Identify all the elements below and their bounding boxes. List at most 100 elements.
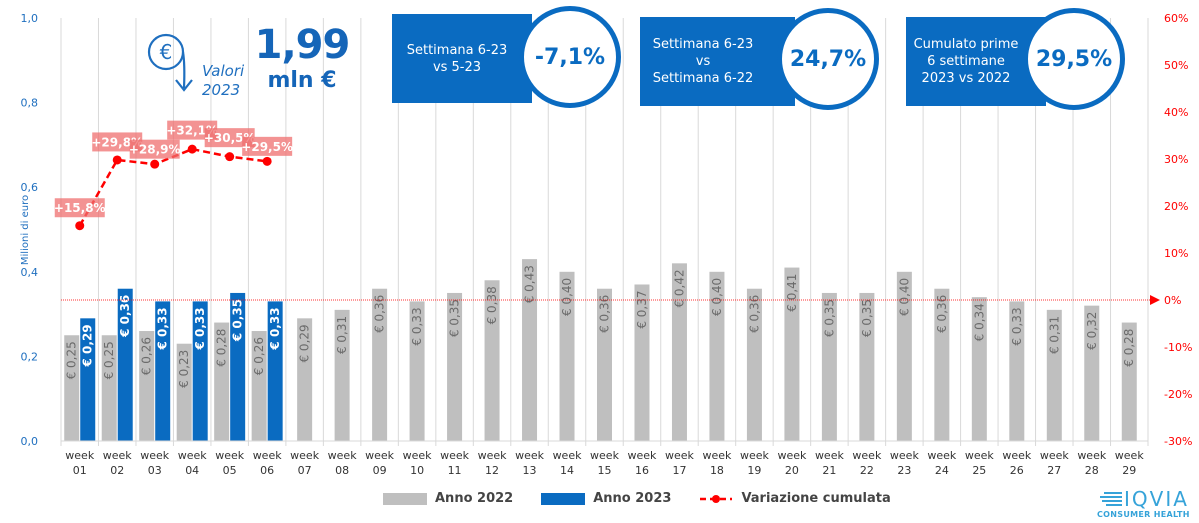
bar-label-anno-2022: € 0,35: [860, 299, 874, 337]
bar-label-anno-2023: € 0,33: [156, 307, 170, 350]
kpi-label-line: Cumulato prime: [913, 37, 1019, 52]
kpi-box-week-vs-last-year: Settimana 6-23 vs Settimana 6-22: [640, 17, 795, 106]
bar-anno-2022: [559, 271, 575, 441]
logo-lines-icon: [1100, 492, 1122, 506]
headline-caption-line2: 2023: [202, 81, 241, 99]
x-tick-label: week 19: [740, 449, 770, 477]
bar-label-anno-2022: € 0,38: [485, 286, 499, 324]
bar-label-anno-2022: € 0,26: [140, 337, 154, 375]
zero-line-arrow-icon: [1150, 295, 1160, 305]
bar-anno-2022: [634, 284, 650, 441]
bar-anno-2022: [1084, 305, 1100, 441]
bar-anno-2022: [971, 297, 987, 441]
bar-anno-2022: [522, 259, 538, 441]
bar-anno-2022: [139, 331, 155, 441]
x-tick-label: week 07: [290, 449, 320, 477]
bar-anno-2022: [334, 309, 350, 441]
line-data-label: +15,8%: [54, 201, 106, 215]
x-tick-label: week 05: [215, 449, 245, 477]
legend-label: Variazione cumulata: [741, 491, 891, 506]
axes: 0,0 0,2 0,4 0,6 0,8 1,0 -30% -20% -10% 0% 10% 20% 30…: [21, 12, 1193, 477]
x-tick-label: week 03: [140, 449, 170, 477]
bar-label-anno-2023: € 0,33: [193, 307, 207, 350]
bar-anno-2022: [101, 335, 117, 441]
kpi-value-text: -7,1%: [534, 44, 606, 70]
bar-label-anno-2022: € 0,33: [410, 307, 424, 345]
bar-label-anno-2022: € 0,25: [65, 341, 79, 379]
y-tick-label-left: 0,6: [21, 181, 39, 194]
bar-label-anno-2022: € 0,26: [252, 337, 266, 375]
legend-label: Anno 2023: [593, 491, 672, 506]
euro-down-arrow-icon: €: [147, 33, 193, 92]
bar-anno-2022: [821, 292, 837, 441]
x-tick-label: week 02: [103, 449, 133, 477]
bar-label-anno-2022: € 0,31: [1047, 316, 1061, 354]
bar-label-anno-2022: € 0,29: [298, 324, 312, 362]
bar-label-anno-2022: € 0,40: [710, 278, 724, 316]
bar-label-anno-2023: € 0,33: [268, 307, 282, 350]
line-data-label: +28,9%: [129, 143, 181, 157]
x-tick-label: week 20: [777, 449, 807, 477]
y-tick-label-left: 0,4: [21, 266, 39, 279]
y-tick-label-right: 10%: [1164, 247, 1188, 260]
bar-anno-2022: [597, 288, 612, 441]
legend-swatch-gray: [383, 492, 427, 505]
bar-anno-2022: [409, 301, 425, 441]
kpi-label-line: vs 5-23: [432, 59, 482, 75]
line-label-background: [242, 136, 293, 156]
x-tick-label: week 12: [478, 449, 508, 477]
x-tick-label: week 17: [665, 449, 695, 477]
legend-line-marker-icon: [700, 494, 733, 503]
kpi-value-week-vs-prev: -7,1%: [519, 6, 621, 108]
kpi-label-line: Settimana 6-23: [406, 42, 508, 58]
bar-label-anno-2022: € 0,37: [635, 290, 649, 328]
bar-anno-2022: [484, 280, 500, 441]
bar-anno-2022: [896, 271, 912, 441]
bar-anno-2022: [784, 267, 800, 441]
bar-anno-2022: [64, 335, 80, 441]
bar-label-anno-2022: € 0,42: [672, 269, 686, 307]
bar-anno-2022: [934, 288, 950, 441]
kpi-label-line: Settimana 6-22: [652, 71, 754, 86]
headline-total-unit: mln €: [267, 68, 337, 93]
bar-label-anno-2022: € 0,34: [972, 303, 986, 341]
y-tick-label-right: 50%: [1164, 59, 1188, 72]
kpi-value-week-vs-last-year: 24,7%: [777, 8, 879, 110]
x-tick-label: week 23: [890, 449, 920, 477]
bar-label-anno-2022: € 0,33: [1010, 307, 1024, 345]
iqvia-logo: IQVIA CONSUMER HEALTH: [1096, 487, 1196, 521]
x-tick-label: week 18: [702, 449, 732, 477]
bar-label-anno-2022: € 0,36: [373, 295, 387, 333]
bar-anno-2022: [671, 263, 687, 441]
kpi-value-cumulative: 29,5%: [1023, 8, 1125, 110]
x-tick-label: week 08: [328, 449, 358, 477]
legend-label: Anno 2022: [435, 491, 514, 506]
kpi-label-line: vs: [695, 54, 711, 69]
kpi-value-text: 29,5%: [1035, 46, 1113, 72]
bar-label-anno-2022: € 0,40: [897, 278, 911, 316]
logo-name: IQVIA: [1124, 487, 1189, 511]
chart-legend: Anno 2022 Anno 2023 Variazione cumulata: [383, 491, 919, 506]
x-tick-label: week 15: [590, 449, 620, 477]
x-tick-label: week 27: [1040, 449, 1070, 477]
bar-label-anno-2022: € 0,35: [448, 299, 462, 337]
y-axis-title: Milioni di euro: [20, 195, 31, 265]
headline-total: 1,99 mln €: [252, 22, 352, 94]
x-tick-label: week 21: [815, 449, 845, 477]
bar-label-anno-2022: € 0,40: [560, 278, 574, 316]
bar-label-anno-2022: € 0,41: [785, 274, 799, 312]
line-point: [75, 221, 85, 231]
kpi-label-line: 6 settimane: [927, 54, 1005, 69]
bar-anno-2023: [117, 288, 133, 441]
x-tick-label: week 01: [65, 449, 95, 477]
headline-total-value: 1,99: [254, 22, 351, 68]
bar-label-anno-2022: € 0,23: [177, 350, 191, 388]
legend-item-variazione: Variazione cumulata: [699, 491, 891, 506]
bar-label-anno-2022: € 0,28: [1122, 329, 1136, 367]
bar-anno-2022: [447, 292, 463, 441]
y-tick-label-right: 20%: [1164, 200, 1188, 213]
bar-anno-2023: [192, 301, 208, 441]
bar-label-anno-2022: € 0,32: [1085, 312, 1099, 350]
legend-swatch-blue: [541, 492, 586, 505]
x-tick-label: week 24: [927, 449, 957, 477]
